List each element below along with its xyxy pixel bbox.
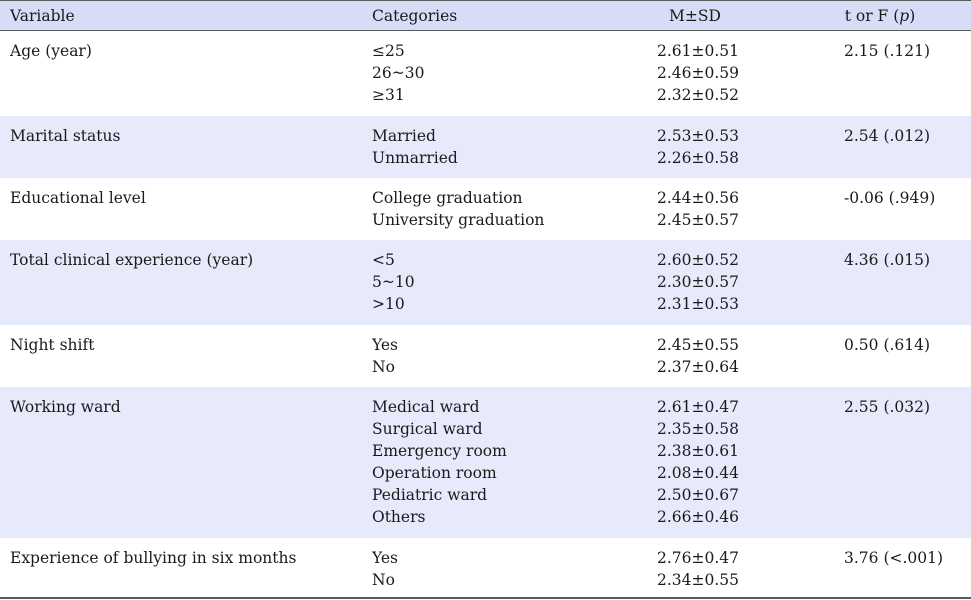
- test-statistic-cell: -0.06 (.949): [844, 189, 936, 207]
- msd-cell: 2.61±0.47 2.35±0.58 2.38±0.61 2.08±0.44 …: [657, 398, 740, 526]
- table-row: Working ward Medical ward Surgical ward …: [0, 387, 971, 538]
- table-row: Total clinical experience (year) <5 5~10…: [0, 240, 971, 325]
- test-statistic-cell: 4.36 (.015): [844, 251, 931, 269]
- table-row: Educational level College graduation Uni…: [0, 178, 971, 240]
- table-row: Marital status Married Unmarried 2.53±0.…: [0, 116, 971, 178]
- header-variable: Variable: [10, 7, 75, 25]
- bottom-rule: [0, 597, 971, 599]
- table-row: Night shift Yes No 2.45±0.55 2.37±0.64 0…: [0, 325, 971, 387]
- categories-cell: ≤25 26~30 ≥31: [372, 42, 425, 104]
- msd-cell: 2.61±0.51 2.46±0.59 2.32±0.52: [657, 42, 740, 104]
- variable-cell: Age (year): [10, 42, 92, 60]
- variable-cell: Educational level: [10, 189, 146, 207]
- categories-cell: Yes No: [372, 336, 399, 376]
- header-categories: Categories: [372, 7, 458, 25]
- msd-cell: 2.53±0.53 2.26±0.58: [657, 127, 740, 167]
- table-row: Experience of bullying in six months Yes…: [0, 538, 971, 597]
- categories-cell: Medical ward Surgical ward Emergency roo…: [372, 398, 507, 526]
- variable-cell: Marital status: [10, 127, 121, 145]
- test-statistic-cell: 0.50 (.614): [844, 336, 931, 354]
- variable-cell: Total clinical experience (year): [10, 251, 254, 269]
- test-statistic-cell: 2.55 (.032): [844, 398, 931, 416]
- header-test-statistic: t or F (p): [844, 7, 916, 25]
- table-row: Age (year) ≤25 26~30 ≥31 2.61±0.51 2.46±…: [0, 31, 971, 116]
- msd-cell: 2.44±0.56 2.45±0.57: [657, 189, 740, 229]
- categories-cell: College graduation University graduation: [372, 189, 545, 229]
- categories-cell: Yes No: [372, 549, 399, 589]
- header-msd: M±SD: [669, 7, 721, 25]
- categories-cell: Married Unmarried: [372, 127, 458, 167]
- msd-cell: 2.76±0.47 2.34±0.55: [657, 549, 740, 589]
- msd-cell: 2.45±0.55 2.37±0.64: [657, 336, 740, 376]
- test-statistic-cell: 2.54 (.012): [844, 127, 931, 145]
- variable-cell: Experience of bullying in six months: [10, 549, 297, 567]
- variable-cell: Working ward: [10, 398, 121, 416]
- table-header: Variable Categories M±SD t or F (p): [0, 0, 971, 31]
- variable-cell: Night shift: [10, 336, 95, 354]
- msd-cell: 2.60±0.52 2.30±0.57 2.31±0.53: [657, 251, 740, 313]
- test-statistic-cell: 3.76 (<.001): [844, 549, 944, 567]
- categories-cell: <5 5~10 >10: [372, 251, 415, 313]
- test-statistic-cell: 2.15 (.121): [844, 42, 931, 60]
